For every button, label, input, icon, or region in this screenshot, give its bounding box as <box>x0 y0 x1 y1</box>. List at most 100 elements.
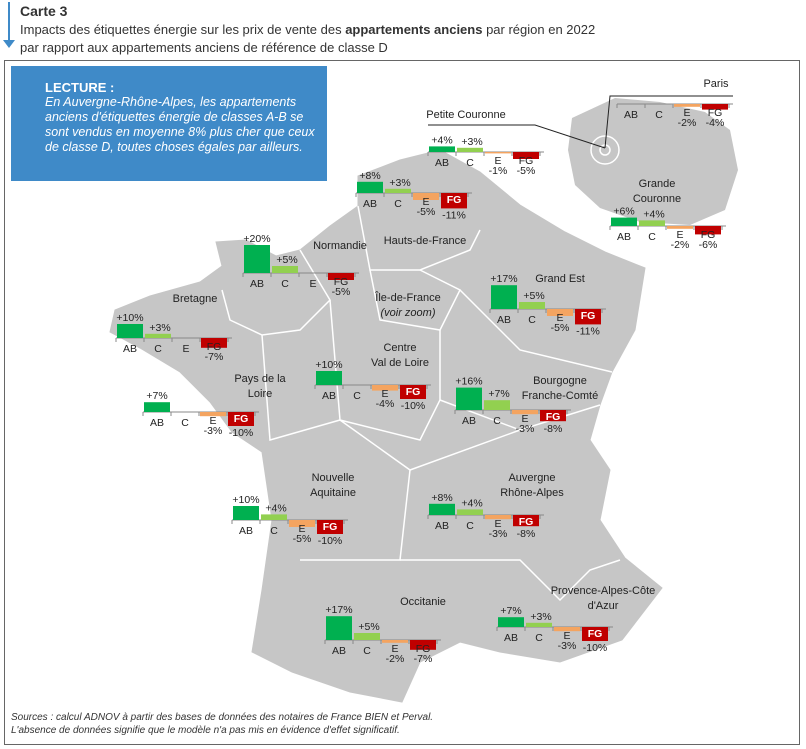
category-label: C <box>528 314 536 326</box>
region-borders <box>221 205 621 602</box>
region-name-line: Couronne <box>632 193 682 205</box>
category-label: AB <box>239 525 253 537</box>
value-label: -4% <box>706 117 725 129</box>
region-name-line: Loire <box>247 388 273 400</box>
category-label: C <box>363 645 371 657</box>
mainland-france <box>109 149 663 703</box>
category-label: FG <box>323 521 338 533</box>
value-label: +7% <box>146 390 167 402</box>
category-label: E <box>494 518 501 530</box>
region-label-normandie: Normandie <box>313 239 367 254</box>
bar-fg <box>201 338 227 348</box>
category-label: FG <box>519 155 534 167</box>
value-label: +3% <box>530 611 551 623</box>
chart-bretagne: AB +10% C +3% E FG-7% <box>115 312 232 363</box>
bar-fg <box>540 410 566 422</box>
category-label: FG <box>519 516 534 528</box>
bar-e <box>372 385 398 391</box>
reading-guide-text: En Auvergne-Rhône-Alpes, les appartement… <box>45 95 315 154</box>
title-text-end: par région en 2022 <box>482 22 596 37</box>
bar-ab <box>456 387 482 410</box>
value-label: -10% <box>583 642 608 654</box>
bar-c <box>457 509 483 515</box>
region-name-line: Pays de la <box>234 373 286 385</box>
value-label: +7% <box>500 605 521 617</box>
category-label: AB <box>497 314 511 326</box>
sources-text: Sources : calcul ADNOV à partir des base… <box>11 712 434 723</box>
region-name-line: Val de Loire <box>371 357 429 369</box>
value-label: -1% <box>489 165 508 177</box>
bar-fg <box>582 627 608 641</box>
map-frame <box>4 60 800 745</box>
map-subtitle: par rapport aux appartements anciens de … <box>20 40 388 55</box>
category-label: E <box>676 229 683 241</box>
absence-note: L'absence de données signifie que le mod… <box>11 725 400 736</box>
chart-occitanie: AB +17% C +5% E-2% FG-7% <box>324 604 441 665</box>
region-label-grande-couronne: Grande Couronne <box>633 177 681 207</box>
region-charts: AB C E-2%FG-4%AB+4%C+3%E-1%FG-5%AB+6%C+4%E… <box>115 103 733 665</box>
region-name-line: Paris <box>703 78 729 90</box>
arrow-down-icon <box>3 40 15 48</box>
bar-fg <box>228 412 254 426</box>
category-label: E <box>182 343 189 355</box>
bar-c <box>272 266 298 273</box>
sources-note: Sources : calcul ADNOV à partir des base… <box>11 711 433 737</box>
region-name-line: d'Azur <box>587 600 619 612</box>
category-label: AB <box>435 157 449 169</box>
value-label: +6% <box>613 206 634 218</box>
category-label: E <box>494 155 501 167</box>
bar-c <box>519 302 545 309</box>
chart-auvergne-rhone-alpes: AB +8% C +4% E-3% FG-8% <box>427 492 544 540</box>
chart-normandie: AB +20% C +5% E FG-5% <box>242 233 359 298</box>
region-label-centre-val-de-loire: Centre Val de Loire <box>371 341 429 371</box>
value-label: -8% <box>517 528 536 540</box>
region-name-line: Hauts-de-France <box>383 235 467 247</box>
value-label: -7% <box>414 653 433 665</box>
chart-hauts-de-france: AB +8% C +3% E-5% FG -11% <box>355 170 472 221</box>
region-label-paris: Paris <box>703 77 728 92</box>
region-name-line: Grand Est <box>535 273 585 285</box>
region-label-bretagne: Bretagne <box>173 292 218 307</box>
bar-ab <box>429 503 455 515</box>
region-label-ile-de-france: Île-de-France (voir zoom) <box>375 291 440 321</box>
category-label: AB <box>250 278 264 290</box>
category-label: FG <box>234 413 249 425</box>
bar-e <box>554 627 580 632</box>
value-label: -10% <box>401 400 426 412</box>
value-label: -10% <box>229 427 254 439</box>
value-label: -11% <box>442 209 466 221</box>
value-label: -3% <box>204 425 223 437</box>
category-label: E <box>391 643 398 655</box>
bar-fg <box>410 640 436 650</box>
category-label: AB <box>322 390 336 402</box>
value-label: -6% <box>699 239 718 251</box>
region-name-line: Rhône-Alpes <box>500 487 564 499</box>
bar-ab <box>498 617 524 627</box>
region-name-line: Aquitaine <box>310 487 356 499</box>
category-label: E <box>209 415 216 427</box>
bar-e <box>413 193 439 200</box>
category-label: E <box>309 278 316 290</box>
region-label-occitanie: Occitanie <box>400 595 446 610</box>
reading-guide-heading: LECTURE : <box>45 80 115 95</box>
value-label: +4% <box>461 497 482 509</box>
category-label: AB <box>624 109 638 121</box>
value-label: +4% <box>643 208 664 220</box>
value-label: +10% <box>232 494 259 506</box>
category-label: AB <box>150 417 164 429</box>
idf-zoom <box>428 95 738 225</box>
value-label: -10% <box>318 535 343 547</box>
category-label: C <box>281 278 289 290</box>
bar-c <box>639 220 665 226</box>
title-text: Impacts des étiquettes énergie sur les p… <box>20 22 346 37</box>
bar-e <box>485 152 511 154</box>
chart-petite-couronne: AB +4% C +3% E-1% FG-5% <box>427 134 544 177</box>
petite-couronne-leader-line <box>428 124 606 149</box>
region-label-grand-est: Grand Est <box>535 272 585 287</box>
category-label: E <box>556 312 563 324</box>
region-name-line: Bretagne <box>172 293 218 305</box>
region-label-auvergne-rhone-alpes: Auvergne Rhône-Alpes <box>500 471 564 501</box>
category-label: FG <box>406 386 421 398</box>
bar-c <box>145 333 171 338</box>
chart-nouvelle-aquitaine: AB +10% C +4% E-5% FG -10% <box>231 494 348 547</box>
